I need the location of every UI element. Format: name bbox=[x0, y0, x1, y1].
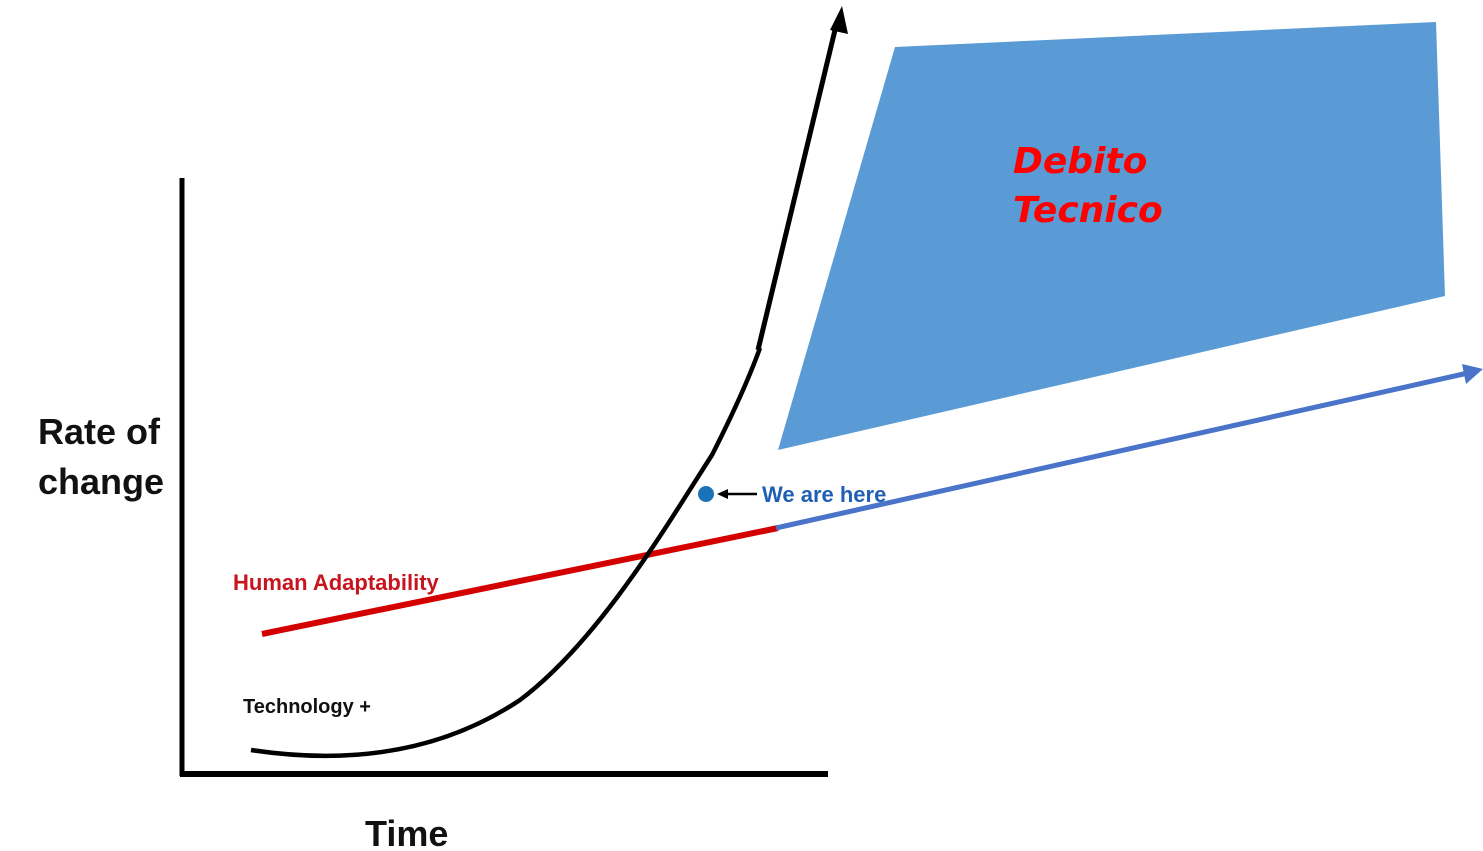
overlay-title-line2: Tecnico bbox=[1013, 190, 1163, 231]
adaptability-extension-line bbox=[775, 370, 1469, 531]
extension-arrowhead bbox=[1462, 364, 1483, 384]
we-are-here-marker bbox=[698, 486, 714, 502]
x-axis-label: Time bbox=[365, 813, 448, 851]
we-are-here-label: We are here bbox=[762, 482, 886, 507]
we-are-here-pointer-head bbox=[717, 489, 728, 499]
technology-label: Technology + bbox=[243, 696, 371, 718]
technical-debt-area bbox=[778, 22, 1445, 450]
y-axis-label-line2: change bbox=[38, 461, 164, 502]
y-axis-label-line1: Rate of bbox=[38, 411, 161, 452]
human-adaptability-label: Human Adaptability bbox=[233, 570, 440, 595]
overlay-title-line1: Debito bbox=[1013, 141, 1147, 182]
technology-arrowhead bbox=[830, 6, 848, 34]
technology-curve bbox=[250, 347, 763, 759]
technology-curve-extension bbox=[755, 29, 838, 351]
human-adaptability-line bbox=[261, 525, 779, 637]
